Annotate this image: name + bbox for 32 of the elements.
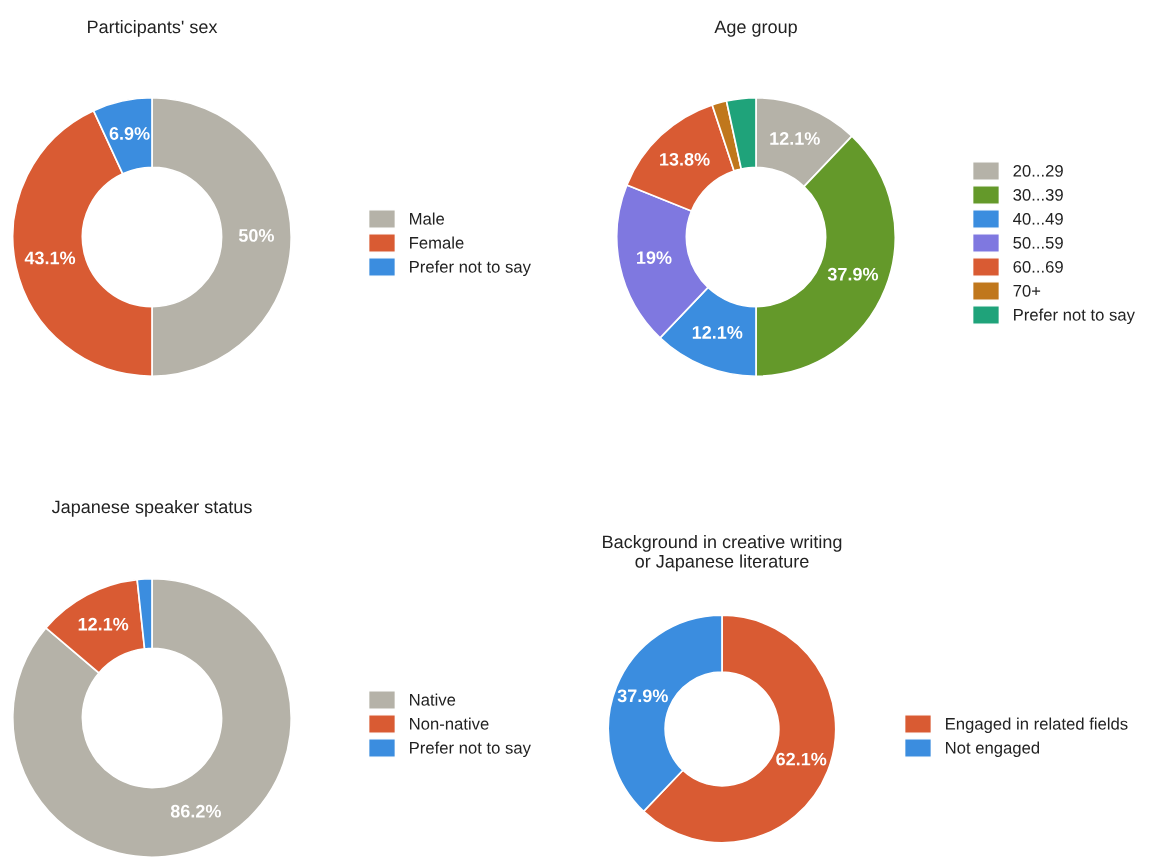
chart-title: Background in creative writing or Japanese literature (603, 535, 842, 572)
data-label: 12.1% (78, 617, 129, 631)
chart-title: Age group (714, 20, 797, 37)
chart-title: Japanese speaker status (51, 500, 252, 517)
data-label: 19% (637, 251, 672, 264)
chart-title: Participants' sex (88, 20, 218, 37)
legend-label: 60...69 (1013, 260, 1063, 273)
legend-label: Engaged in related fields (946, 717, 1128, 734)
data-label: 13.8% (660, 152, 710, 166)
legend-label: 20...29 (1013, 164, 1063, 177)
legend-label: Male (410, 212, 445, 225)
data-label: 6.9% (109, 127, 150, 140)
legend-label: Native (410, 693, 456, 706)
legend-label: 50...59 (1013, 236, 1063, 249)
legend-label: 40...49 (1013, 212, 1063, 225)
legend-label: Prefer not to say (410, 741, 531, 758)
data-label: 86.2% (170, 804, 221, 818)
data-label: 50% (238, 229, 275, 242)
data-label: 37.9% (827, 267, 879, 281)
legend-label: Prefer not to say (1014, 308, 1135, 325)
donut-slice (11, 577, 293, 859)
data-label: 12.1% (692, 326, 743, 339)
legend-label: Not engaged (946, 741, 1040, 758)
legend-label: Non-native (410, 717, 489, 730)
data-label: 43.1% (24, 251, 76, 265)
data-label: 12.1% (770, 132, 820, 145)
legend-label: 70+ (1013, 284, 1041, 297)
legend-label: 30...39 (1013, 188, 1063, 201)
data-label: 62.1% (776, 752, 827, 766)
data-label: 37.9% (617, 689, 668, 703)
legend-label: Prefer not to say (410, 260, 531, 277)
legend-label: Female (410, 236, 464, 249)
